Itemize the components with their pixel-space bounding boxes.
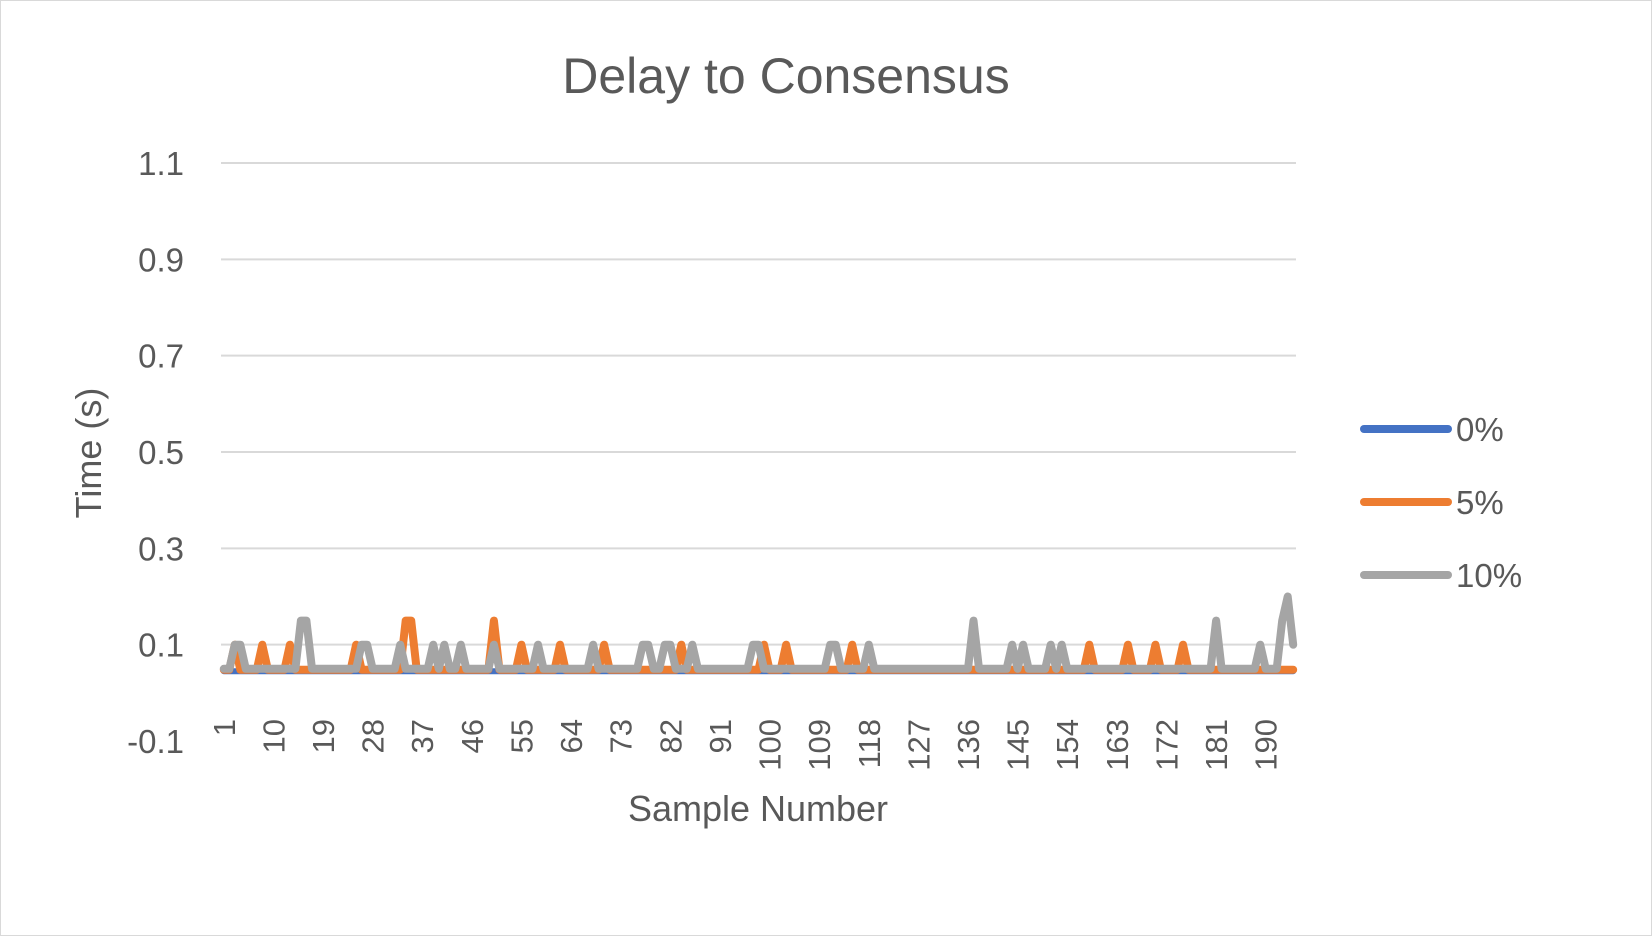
x-tick-label: 55: [504, 719, 539, 753]
x-tick-label: 172: [1149, 719, 1184, 771]
x-tick-label: 190: [1249, 719, 1284, 771]
series-lines: [219, 592, 1298, 675]
y-axis-ticks: -0.1 0.1 0.3 0.5 0.7 0.9 1.1: [127, 145, 184, 760]
x-tick-label: 154: [1050, 719, 1085, 771]
x-tick-label: 37: [405, 719, 440, 753]
y-tick-label: 0.3: [138, 530, 184, 567]
x-tick-label: 91: [703, 719, 738, 753]
y-tick-label: 0.1: [138, 627, 184, 664]
x-tick-label: 10: [256, 719, 291, 753]
legend: 0% 5% 10%: [1360, 411, 1522, 594]
x-tick-label: 163: [1100, 719, 1135, 771]
x-tick-label: 127: [901, 719, 936, 771]
x-tick-label: 109: [802, 719, 837, 771]
y-tick-label: 1.1: [138, 145, 184, 182]
gridlines: [221, 162, 1296, 646]
y-axis-title: Time (s): [68, 388, 109, 519]
x-tick-label: 82: [653, 719, 688, 753]
x-tick-label: 1: [207, 719, 242, 736]
y-tick-label: 0.9: [138, 241, 184, 278]
legend-label: 5%: [1456, 484, 1504, 521]
y-tick-label: 0.5: [138, 434, 184, 471]
legend-label: 0%: [1456, 411, 1504, 448]
x-tick-label: 28: [356, 719, 391, 753]
x-tick-label: 136: [951, 719, 986, 771]
x-tick-label: 19: [306, 719, 341, 753]
y-tick-label: 0.7: [138, 338, 184, 375]
y-tick-label: -0.1: [127, 723, 184, 760]
x-tick-label: 64: [554, 719, 589, 753]
x-tick-label: 118: [852, 719, 887, 768]
legend-label: 10%: [1456, 557, 1522, 594]
x-tick-label: 46: [455, 719, 490, 753]
x-axis-ticks: 1 10 19 28 37 46 55 64 73 82 91 100 109 118 127 136 145 1…: [207, 719, 1284, 771]
x-tick-label: 73: [604, 719, 639, 753]
x-tick-label: 145: [1001, 719, 1036, 771]
x-tick-label: 181: [1199, 719, 1234, 771]
x-axis-title: Sample Number: [628, 788, 888, 829]
chart-title: Delay to Consensus: [562, 48, 1009, 104]
x-tick-label: 100: [753, 719, 788, 771]
series-line: [219, 592, 1298, 673]
